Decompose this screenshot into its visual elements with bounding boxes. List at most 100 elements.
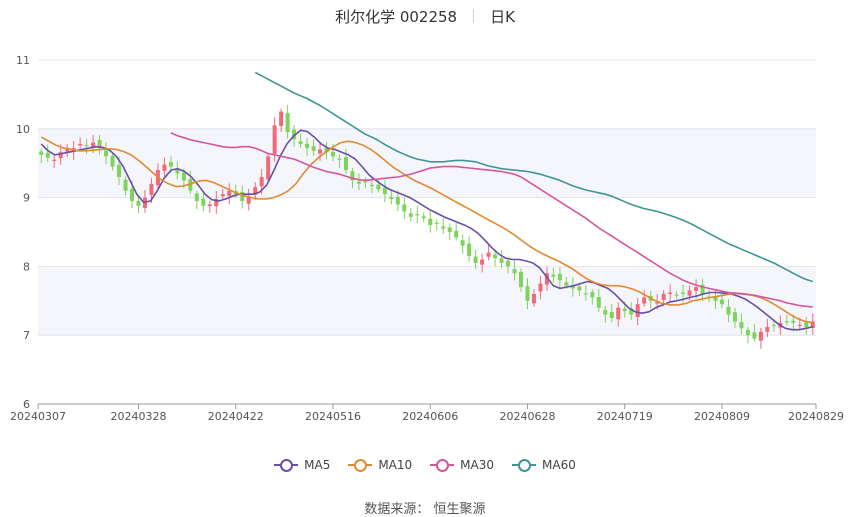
y-tick-label: 9: [23, 192, 30, 205]
candle-body: [129, 188, 135, 202]
legend: MA5 MA10 MA30 MA60: [0, 458, 850, 472]
candle-body: [220, 194, 225, 197]
candle-body: [590, 292, 595, 298]
candle-body: [207, 204, 212, 207]
candle-body: [525, 286, 530, 301]
legend-item-ma10[interactable]: MA10: [348, 458, 412, 472]
candle-body: [343, 157, 348, 171]
candle-body: [486, 252, 491, 257]
candle-body: [810, 321, 815, 328]
candle-body: [415, 214, 420, 216]
data-source: 数据来源： 恒生聚源: [364, 502, 486, 517]
candle-body: [441, 226, 446, 229]
candle-body: [596, 297, 601, 308]
candle-body: [616, 307, 621, 320]
candle-body: [246, 196, 251, 204]
candle-body: [337, 158, 342, 160]
candle-body: [674, 294, 679, 296]
candle-body: [285, 113, 290, 133]
candle-body: [752, 332, 757, 339]
candle-body: [681, 292, 686, 294]
legend-item-ma5[interactable]: MA5: [274, 458, 330, 472]
candle-body: [168, 162, 173, 167]
candle-body: [253, 187, 258, 195]
line-ma30: [170, 132, 813, 308]
title-separator: [473, 9, 475, 23]
candle-body: [123, 179, 128, 191]
grid-band: [38, 266, 816, 336]
candle-body: [700, 284, 705, 294]
legend-swatch-ma30: [430, 458, 455, 472]
candle-body: [622, 308, 627, 312]
candle-body: [175, 169, 180, 174]
candle-body: [149, 183, 154, 195]
candle-body: [421, 216, 426, 219]
candle-body: [434, 222, 439, 224]
candle-body: [117, 164, 122, 177]
stock-name-code: 利尔化学 002258: [335, 7, 458, 26]
candle-body: [745, 329, 750, 336]
grid-band: [38, 128, 816, 198]
candle-body: [305, 143, 310, 149]
candle-body: [318, 149, 323, 154]
candle-body: [395, 196, 400, 205]
candle-body: [493, 254, 498, 259]
x-tick-label: 20240606: [402, 410, 458, 423]
legend-item-ma30[interactable]: MA30: [430, 458, 494, 472]
candle-body: [298, 141, 303, 144]
candle-body: [389, 196, 394, 199]
line-ma5: [40, 129, 813, 331]
candle-body: [136, 200, 141, 206]
candle-body: [557, 274, 562, 281]
candle-body: [758, 331, 763, 341]
candle-body: [732, 312, 737, 322]
candle-body: [408, 213, 413, 217]
candle-body: [91, 142, 96, 148]
y-tick-label: 10: [16, 123, 30, 136]
line-ma60: [254, 71, 814, 283]
candle-body: [454, 230, 459, 238]
candle-body: [765, 326, 770, 332]
legend-label-ma60: MA60: [542, 458, 576, 472]
legend-label-ma30: MA30: [460, 458, 495, 472]
candle-body: [201, 198, 206, 206]
candle-body: [804, 322, 809, 327]
period-label: 日K: [490, 7, 515, 26]
legend-label-ma5: MA5: [304, 458, 331, 472]
candle-body: [512, 269, 517, 274]
candle-body: [259, 176, 264, 187]
candle-body: [797, 324, 802, 327]
candle-body: [668, 292, 673, 295]
candle-body: [110, 155, 115, 167]
legend-swatch-ma60: [512, 458, 537, 472]
candle-body: [687, 290, 692, 296]
candle-body: [188, 179, 193, 191]
legend-label-ma10: MA10: [378, 458, 413, 472]
candle-body: [376, 184, 381, 190]
candle-body: [272, 125, 277, 154]
y-tick-label: 8: [23, 260, 30, 273]
candle-body: [214, 198, 219, 207]
candle-body: [162, 164, 167, 171]
x-tick-label: 20240829: [788, 410, 844, 423]
candle-body: [473, 256, 478, 263]
x-tick-label: 20240719: [597, 410, 653, 423]
candle-body: [726, 306, 731, 315]
candle-body: [369, 184, 374, 187]
candle-body: [292, 129, 297, 140]
candle-body: [78, 143, 83, 146]
candle-body: [467, 243, 472, 257]
candle-body: [603, 309, 608, 315]
candle-body: [227, 190, 232, 196]
legend-item-ma60[interactable]: MA60: [512, 458, 576, 472]
candle-body: [104, 150, 109, 157]
candle-body: [784, 321, 789, 323]
candlestick-chart: 6 7 8 9 10 11 20240307 20240328 20240422 20240516…: [10, 54, 844, 423]
candle-body: [350, 171, 355, 181]
candle-body: [635, 304, 640, 318]
candle-body: [544, 273, 549, 285]
x-tick-label: 20240809: [694, 410, 750, 423]
candle-body: [39, 151, 44, 155]
candle-body: [279, 111, 284, 127]
candle-body: [363, 181, 368, 183]
